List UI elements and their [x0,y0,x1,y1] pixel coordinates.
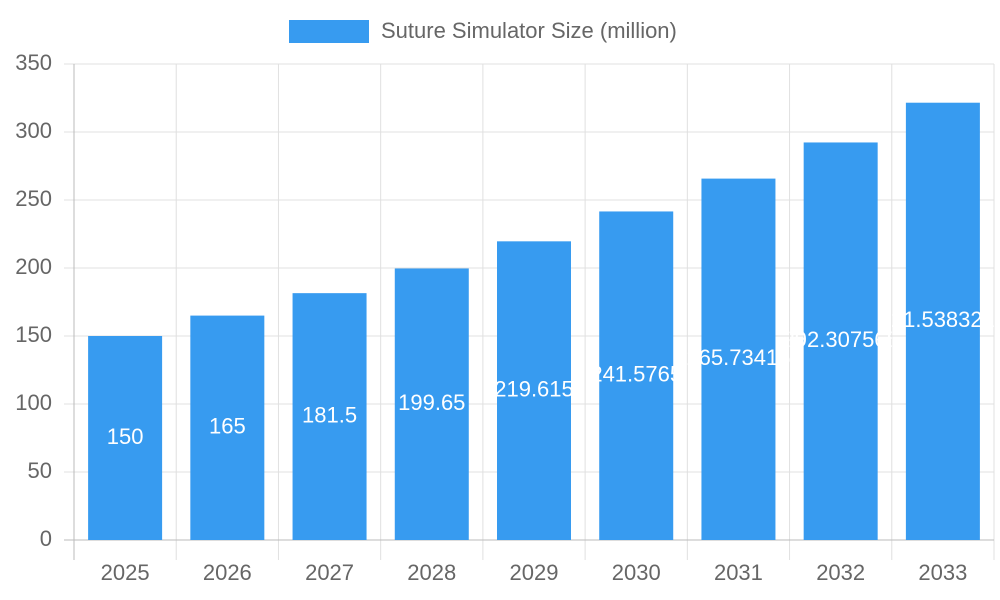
y-tick-label: 50 [28,458,52,483]
bar [88,336,163,540]
bar [292,293,367,540]
y-tick-label: 250 [15,186,52,211]
x-tick-label: 2028 [407,560,456,585]
y-tick-label: 100 [15,390,52,415]
x-tick-label: 2032 [816,560,865,585]
y-tick-label: 300 [15,118,52,143]
x-tick-label: 2030 [612,560,661,585]
bar [394,268,469,540]
y-tick-label: 0 [40,526,52,551]
data-label: 292.307565 [783,327,899,352]
x-tick-label: 2033 [918,560,967,585]
data-label: 199.65 [398,390,465,415]
data-label: 241.5765 [590,362,682,387]
data-label: 181.5 [302,402,357,427]
x-tick-label: 2025 [101,560,150,585]
data-label: 265.73415 [686,345,790,370]
bar [599,211,674,540]
x-tick-label: 2029 [510,560,559,585]
bar [803,142,878,540]
y-tick-label: 350 [15,50,52,75]
x-tick-label: 2026 [203,560,252,585]
bar [905,102,980,540]
x-tick-label: 2027 [305,560,354,585]
data-label: 165 [209,414,246,439]
data-label: 150 [107,424,144,449]
bar [497,241,571,540]
y-tick-label: 200 [15,254,52,279]
legend-swatch[interactable] [289,20,369,43]
data-label: 219.615 [494,376,574,401]
legend-label: Suture Simulator Size (million) [381,18,677,43]
y-tick-label: 150 [15,322,52,347]
data-label: 321.5383215 [879,307,1000,332]
bar [190,315,265,540]
x-tick-label: 2031 [714,560,763,585]
bar [701,178,776,540]
